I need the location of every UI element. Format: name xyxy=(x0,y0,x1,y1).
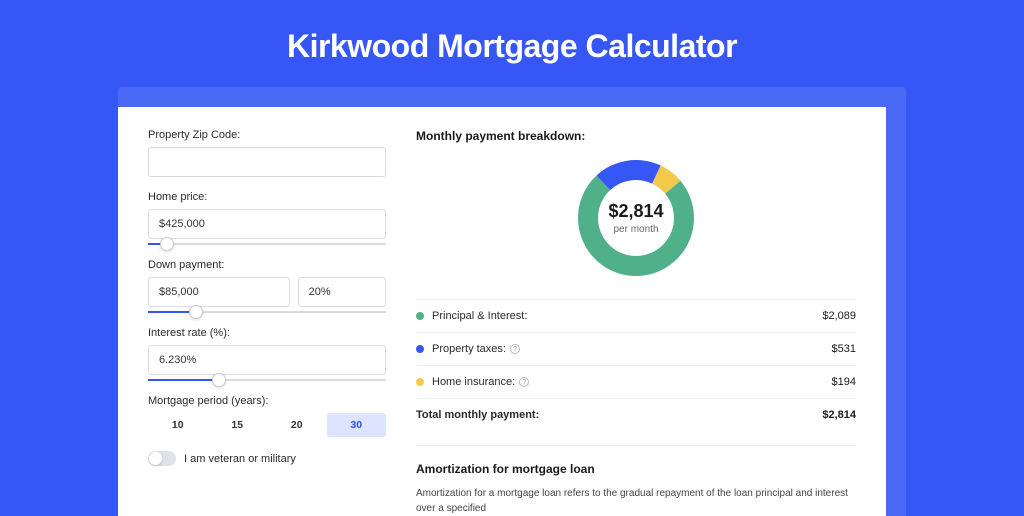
legend: Principal & Interest:$2,089Property taxe… xyxy=(416,299,856,398)
info-icon[interactable]: ? xyxy=(510,344,520,354)
period-options: 10152030 xyxy=(148,413,386,437)
down-payment-amount-input[interactable] xyxy=(148,277,290,307)
period-option-10[interactable]: 10 xyxy=(148,413,208,437)
interest-rate-label: Interest rate (%): xyxy=(148,327,386,339)
home-price-label: Home price: xyxy=(148,191,386,203)
veteran-toggle[interactable] xyxy=(148,451,176,466)
interest-rate-slider-fill xyxy=(148,379,219,381)
breakdown-column: Monthly payment breakdown: $2,814 per mo… xyxy=(416,129,856,516)
legend-row: Property taxes:?$531 xyxy=(416,332,856,365)
breakdown-title: Monthly payment breakdown: xyxy=(416,129,856,143)
down-payment-field: Down payment: xyxy=(148,259,386,313)
home-price-slider[interactable] xyxy=(148,243,386,245)
amortization-title: Amortization for mortgage loan xyxy=(416,462,856,476)
interest-rate-slider[interactable] xyxy=(148,379,386,381)
legend-total-label: Total monthly payment: xyxy=(416,409,822,421)
donut-amount: $2,814 xyxy=(608,201,663,222)
period-label: Mortgage period (years): xyxy=(148,395,386,407)
veteran-toggle-knob xyxy=(149,452,162,465)
legend-value: $2,089 xyxy=(822,310,856,322)
page-title: Kirkwood Mortgage Calculator xyxy=(0,0,1024,87)
down-payment-slider[interactable] xyxy=(148,311,386,313)
card-shadow: Property Zip Code: Home price: Down paym… xyxy=(118,87,906,516)
amortization-block: Amortization for mortgage loan Amortizat… xyxy=(416,445,856,516)
down-payment-slider-thumb[interactable] xyxy=(189,305,203,319)
legend-label: Principal & Interest: xyxy=(432,310,822,322)
period-option-15[interactable]: 15 xyxy=(208,413,268,437)
veteran-row: I am veteran or military xyxy=(148,451,386,466)
calculator-card: Property Zip Code: Home price: Down paym… xyxy=(118,107,886,516)
veteran-label: I am veteran or military xyxy=(184,453,296,465)
interest-rate-slider-thumb[interactable] xyxy=(212,373,226,387)
zip-field: Property Zip Code: xyxy=(148,129,386,177)
legend-dot xyxy=(416,378,424,386)
interest-rate-field: Interest rate (%): xyxy=(148,327,386,381)
period-option-30[interactable]: 30 xyxy=(327,413,387,437)
period-field: Mortgage period (years): 10152030 xyxy=(148,395,386,437)
home-price-slider-thumb[interactable] xyxy=(160,237,174,251)
legend-total-value: $2,814 xyxy=(822,409,856,421)
legend-value: $194 xyxy=(832,376,856,388)
down-payment-percent-input[interactable] xyxy=(298,277,386,307)
info-icon[interactable]: ? xyxy=(519,377,529,387)
home-price-field: Home price: xyxy=(148,191,386,245)
legend-dot xyxy=(416,312,424,320)
zip-label: Property Zip Code: xyxy=(148,129,386,141)
donut-wrap: $2,814 per month xyxy=(416,157,856,279)
form-column: Property Zip Code: Home price: Down paym… xyxy=(148,129,386,516)
interest-rate-input[interactable] xyxy=(148,345,386,375)
legend-row: Principal & Interest:$2,089 xyxy=(416,299,856,332)
legend-label: Home insurance:? xyxy=(432,376,832,388)
donut-sub: per month xyxy=(613,224,658,235)
period-option-20[interactable]: 20 xyxy=(267,413,327,437)
legend-row: Home insurance:?$194 xyxy=(416,365,856,398)
legend-label: Property taxes:? xyxy=(432,343,832,355)
legend-total-row: Total monthly payment: $2,814 xyxy=(416,398,856,431)
down-payment-label: Down payment: xyxy=(148,259,386,271)
legend-dot xyxy=(416,345,424,353)
donut-chart: $2,814 per month xyxy=(575,157,697,279)
home-price-input[interactable] xyxy=(148,209,386,239)
donut-center: $2,814 per month xyxy=(575,157,697,279)
zip-input[interactable] xyxy=(148,147,386,177)
legend-value: $531 xyxy=(832,343,856,355)
